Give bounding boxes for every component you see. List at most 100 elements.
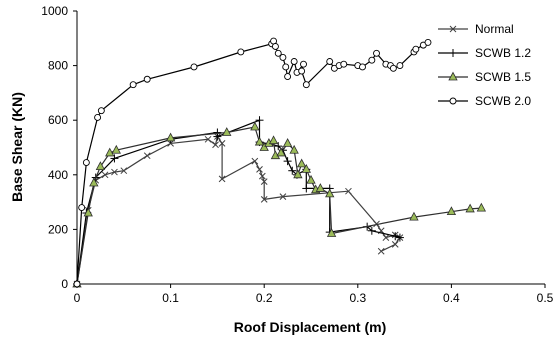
y-tick-label: 400 [48,168,68,182]
legend: Normal SCWB 1.2 SCWB 1.5 SCWB 2.0 [438,22,531,108]
data-point-scwb-1-2 [274,142,283,151]
data-point-scwb-2-0 [373,49,380,57]
y-tick-label: 600 [48,113,68,127]
legend-marker [448,71,458,81]
data-point-scwb-2-0 [368,56,376,64]
data-point-scwb-2-0 [274,49,282,57]
data-point-scwb-1-5 [95,161,106,171]
data-point-scwb-2-0 [97,107,105,115]
data-point-scwb-1-2 [283,157,292,166]
axes: 0 0.1 0.2 0.3 0.4 0.5 0 200 400 600 800 1000 [41,4,553,305]
data-point-normal [279,193,287,200]
data-point-scwb-1-5 [409,211,419,221]
data-point-scwb-2-0 [284,73,292,80]
legend-item-scwb-2-0: SCWB 2.0 [438,94,531,108]
data-point-scwb-2-0 [143,75,151,83]
data-point-normal [143,152,151,160]
data-point-scwb-1-5 [89,177,99,187]
data-point-scwb-2-0 [82,159,90,166]
data-point-scwb-1-5 [446,206,457,216]
data-point-scwb-1-5 [325,188,335,198]
x-tick-label: 0 [74,291,81,305]
data-point-scwb-2-0 [73,280,81,288]
data-point-scwb-2-0 [237,48,245,56]
data-point-scwb-1-5 [83,207,93,217]
data-point-normal [382,234,390,241]
series-line-normal [76,135,401,285]
legend-label: Normal [475,22,514,36]
legend-marker [449,25,457,33]
data-point-scwb-1-2 [395,233,404,242]
legend-item-scwb-1-5: SCWB 1.5 [438,70,531,84]
x-axis-title: Roof Displacement (m) [234,319,386,335]
legend-marker [449,97,457,105]
data-point-scwb-1-5 [254,136,265,146]
data-point-normal [120,167,128,175]
data-point-normal [373,220,380,228]
data-point-scwb-1-2 [302,184,311,193]
data-point-scwb-1-5 [222,127,232,136]
legend-marker [449,49,457,57]
data-point-scwb-1-5 [465,203,475,213]
data-point-normal [111,168,118,176]
legend-item-scwb-1-2: SCWB 1.2 [438,46,531,60]
legend-label: SCWB 2.0 [475,94,531,108]
data-point-normal [101,171,109,179]
data-point-scwb-1-2 [110,154,119,163]
data-point-scwb-1-5 [476,202,487,212]
x-tick-label: 0.2 [256,291,273,305]
data-point-scwb-1-5 [315,183,326,192]
data-point-scwb-2-0 [389,64,397,72]
data-point-normal [204,135,212,143]
data-point-scwb-2-0 [94,114,102,121]
data-point-normal [345,187,352,195]
data-point-scwb-2-0 [340,60,348,68]
data-point-scwb-1-2 [255,116,264,125]
x-tick-label: 0.5 [537,291,554,305]
y-tick-label: 200 [48,222,68,236]
data-point-normal [377,247,385,255]
data-point-scwb-2-0 [326,58,334,65]
data-point-scwb-1-5 [276,147,286,157]
data-point-scwb-2-0 [290,58,298,65]
data-point-scwb-1-5 [326,228,337,237]
data-point-scwb-2-0 [396,62,404,70]
data-point-scwb-2-0 [359,63,366,71]
data-point-scwb-2-0 [300,60,307,68]
data-point-scwb-1-5 [165,132,176,142]
data-point-normal [218,175,226,183]
data-point-scwb-1-5 [301,163,311,173]
y-axis-title: Base Shear (KN) [9,92,25,202]
legend-label: SCWB 1.5 [475,70,531,84]
legend-item-normal: Normal [438,22,514,36]
data-point-scwb-1-5 [296,158,307,168]
data-point-normal [212,141,219,149]
data-point-scwb-2-0 [271,43,279,50]
data-point-scwb-1-2 [367,226,376,235]
x-tick-label: 0.4 [443,291,460,305]
data-point-normal [167,140,174,147]
series-normal [73,133,404,288]
data-point-scwb-1-2 [288,166,297,175]
data-point-normal [260,196,268,203]
data-point-scwb-2-0 [302,81,310,89]
series-line-scwb-1-2 [76,119,401,285]
y-tick-label: 800 [48,59,68,73]
data-point-scwb-2-0 [190,63,198,71]
y-tick-label: 1000 [41,4,68,18]
data-point-scwb-1-5 [289,144,299,154]
labels-group: Roof Displacement (m) Base Shear (KN) [9,92,386,335]
data-point-scwb-1-5 [293,169,303,179]
data-point-scwb-1-5 [306,174,316,184]
data-point-scwb-2-0 [282,63,290,71]
series-scwb-2-0 [73,37,432,288]
data-point-scwb-2-0 [129,81,137,89]
series-group [72,37,487,288]
series-scwb-1-2 [73,116,404,288]
data-point-scwb-2-0 [78,204,86,212]
data-point-scwb-1-5 [282,138,293,147]
data-point-scwb-1-5 [111,144,121,154]
data-point-scwb-1-5 [105,147,115,157]
